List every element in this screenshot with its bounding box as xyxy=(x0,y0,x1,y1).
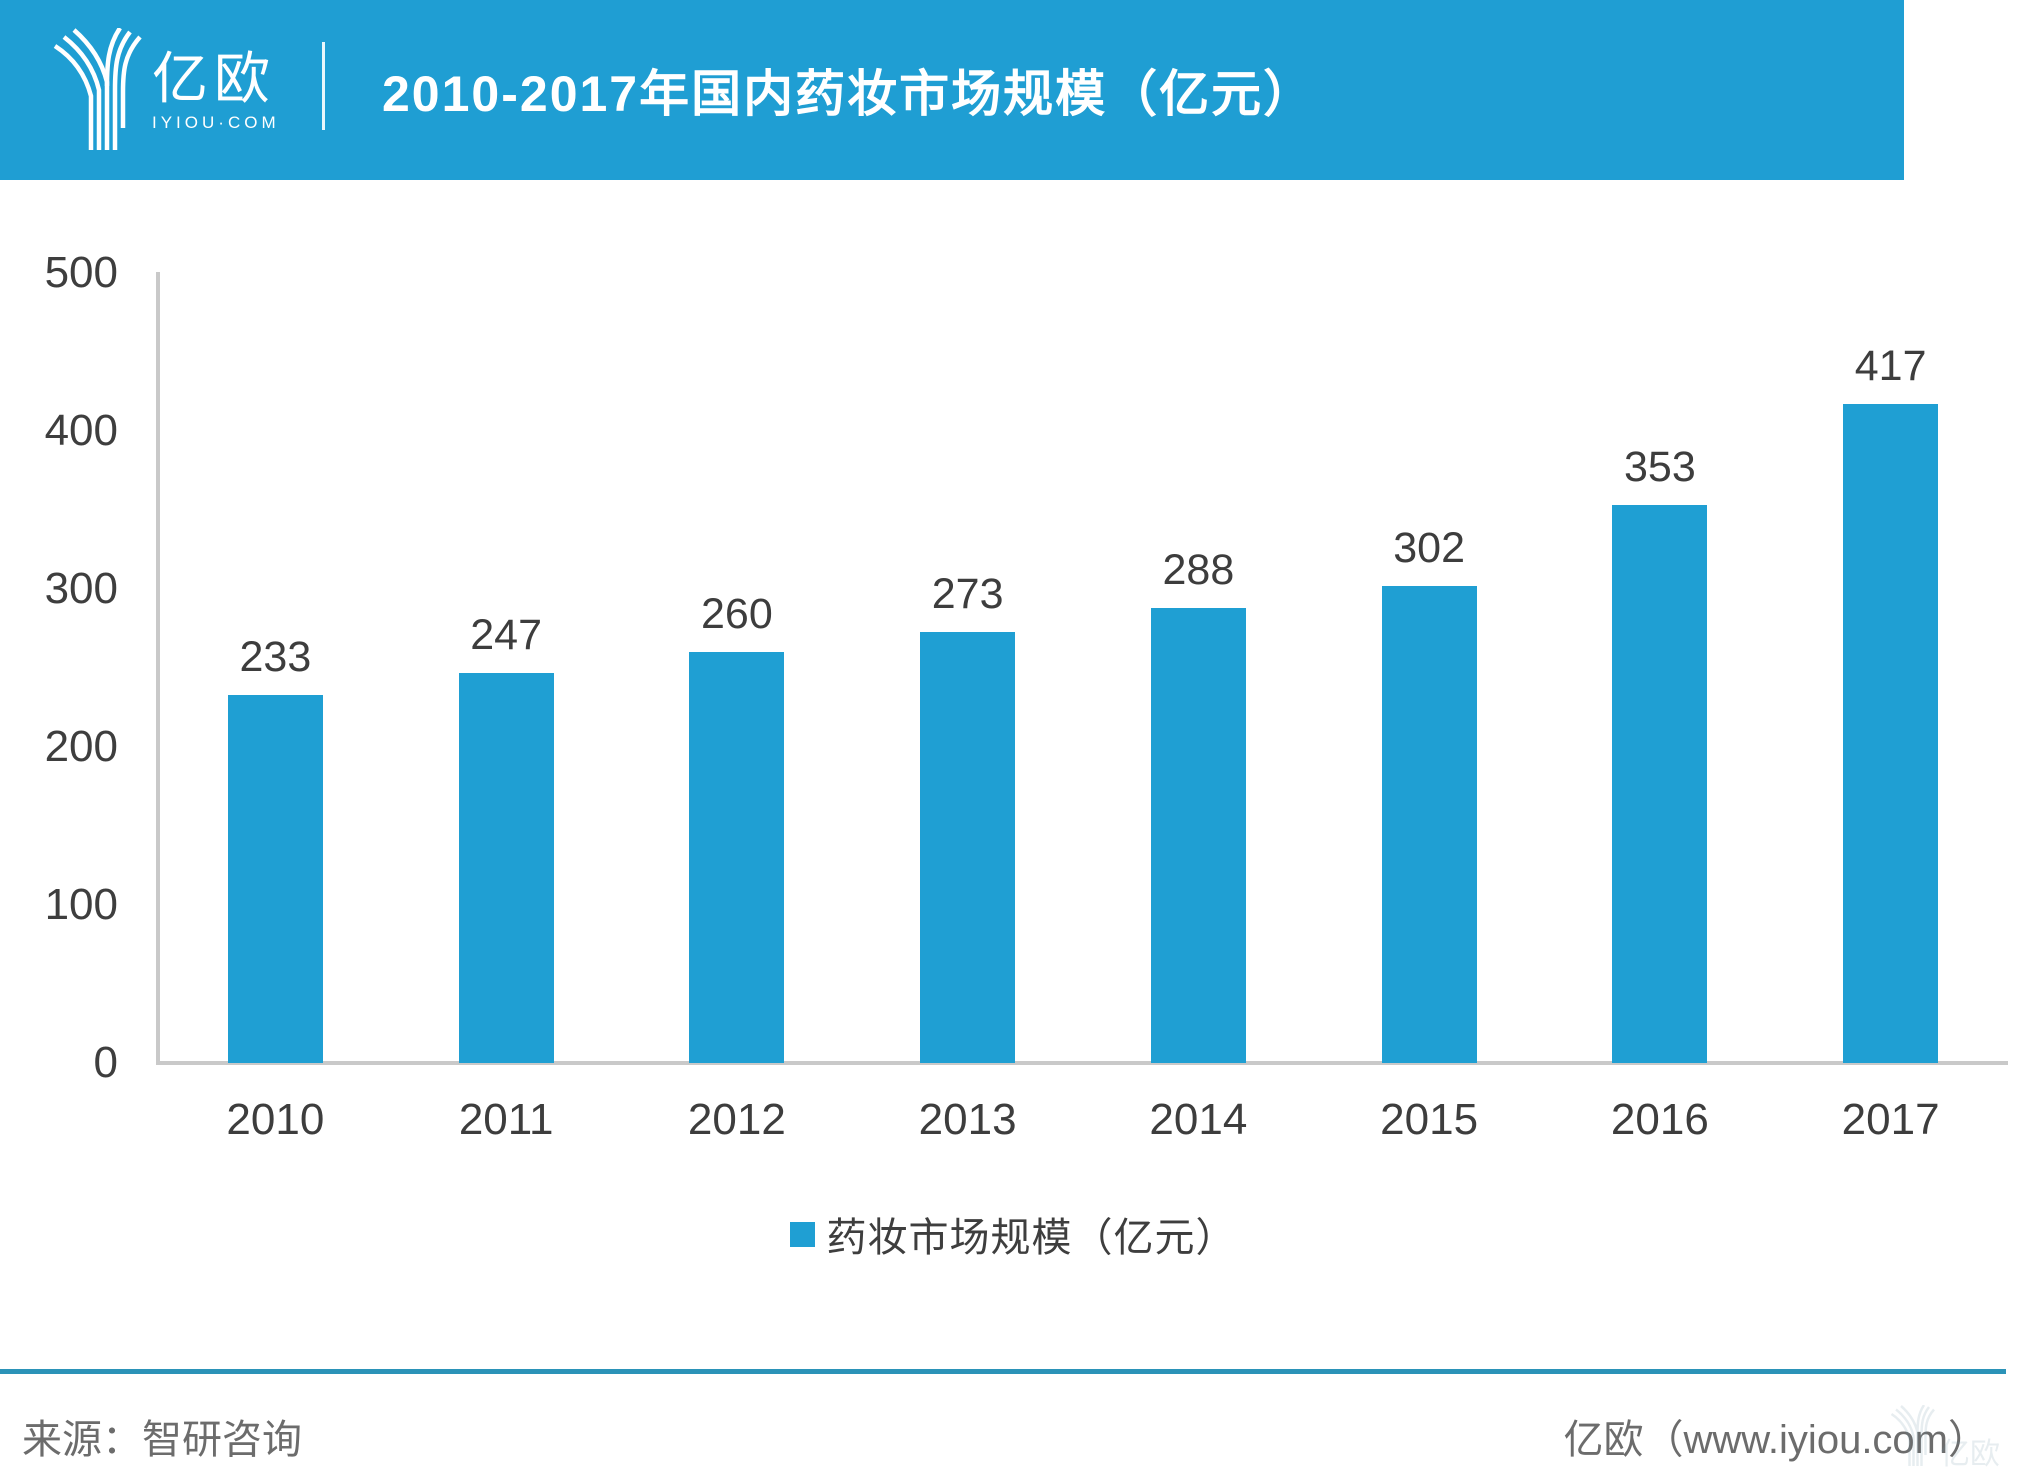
x-axis-tick-label: 2012 xyxy=(687,1095,786,1144)
bar-2015 xyxy=(1381,585,1477,1063)
bar-value-label: 353 xyxy=(1624,443,1696,492)
y-axis-tick-label: 300 xyxy=(44,564,118,613)
iyiou-y-mark-icon xyxy=(53,28,142,150)
chart-title: 2010-2017年国内药妆市场规模（亿元） xyxy=(382,66,1316,122)
iyiou-logo: 亿欧 IYIOU·COM xyxy=(52,28,280,152)
bar-2017 xyxy=(1843,404,1939,1063)
y-axis-tick-label: 400 xyxy=(44,406,118,455)
x-axis-tick-label: 2013 xyxy=(918,1095,1017,1144)
x-axis-tick-label: 2014 xyxy=(1149,1095,1248,1144)
y-axis-line xyxy=(156,272,160,1063)
source-text: 来源：智研咨询 xyxy=(22,1418,302,1462)
bar-value-label: 233 xyxy=(239,632,312,681)
legend-label: 药妆市场规模（亿元） xyxy=(826,1216,1237,1260)
legend-swatch xyxy=(789,1221,815,1247)
footer: 来源：智研咨询 亿欧（www.iyiou.com） xyxy=(0,1392,2026,1480)
x-axis-tick-label: 2015 xyxy=(1380,1095,1479,1144)
header-divider xyxy=(322,42,325,130)
y-axis-tick-label: 0 xyxy=(93,1038,118,1087)
bar-value-label: 273 xyxy=(931,569,1004,618)
header-bar: 亿欧 IYIOU·COM 2010-2017年国内药妆市场规模（亿元） xyxy=(0,0,1904,180)
y-axis-tick-label: 200 xyxy=(44,722,118,771)
bar-value-label: 302 xyxy=(1393,523,1465,572)
credit-text: 亿欧（www.iyiou.com） xyxy=(1563,1418,1988,1462)
bar-value-label: 260 xyxy=(701,590,773,639)
legend: 药妆市场规模（亿元） xyxy=(0,1205,2026,1263)
iyiou-y-mark-watermark-icon xyxy=(1890,1405,1935,1466)
bar-chart: 0 100 200 300 400 500 233 247 260 273 288 302 353 41… xyxy=(0,180,2026,1180)
bar-value-label: 288 xyxy=(1162,545,1235,594)
bar-2010 xyxy=(227,694,323,1063)
bar-value-label: 247 xyxy=(470,610,542,659)
logo-text: 亿欧 IYIOU·COM xyxy=(152,47,280,133)
x-axis-tick-label: 2017 xyxy=(1841,1095,1940,1144)
x-axis-tick-label: 2016 xyxy=(1610,1095,1709,1144)
bar-value-label: 417 xyxy=(1854,342,1927,391)
bar-2014 xyxy=(1150,607,1246,1063)
x-axis-tick-label: 2011 xyxy=(458,1095,554,1144)
bar-2016 xyxy=(1612,505,1708,1063)
bar-2011 xyxy=(458,672,554,1063)
iyiou-watermark: 亿欧 xyxy=(1890,1405,2000,1471)
logo-brand-domain: IYIOU·COM xyxy=(152,112,280,132)
x-axis-line xyxy=(156,1061,2008,1065)
bar-2013 xyxy=(920,631,1016,1063)
y-axis-tick-label: 100 xyxy=(44,880,118,929)
x-axis-tick-label: 2010 xyxy=(226,1095,325,1144)
footer-divider xyxy=(0,1369,2006,1374)
y-axis-tick-label: 500 xyxy=(44,248,118,297)
logo-brand-cn: 亿欧 xyxy=(152,47,276,110)
watermark-brand-text: 亿欧 xyxy=(1940,1438,2000,1471)
bar-2012 xyxy=(689,652,785,1063)
